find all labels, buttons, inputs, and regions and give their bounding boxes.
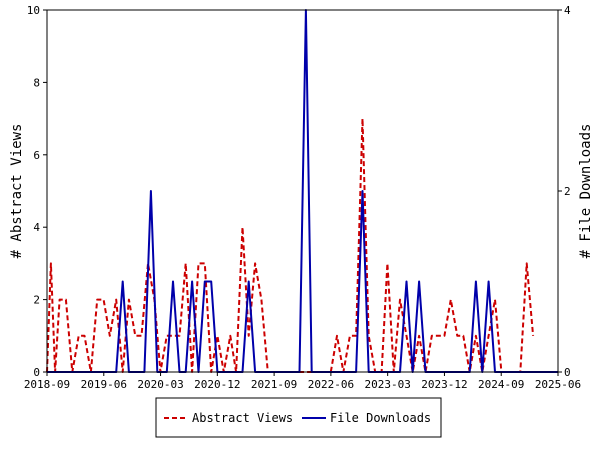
legend-box xyxy=(155,397,442,438)
legend-label-file-downloads: File Downloads xyxy=(330,411,431,425)
x-tick-label: 2019-06 xyxy=(81,378,127,391)
left-tick-label: 2 xyxy=(33,294,40,307)
x-tick-label: 2020-03 xyxy=(137,378,183,391)
y-axis-title-right: # File Downloads xyxy=(578,124,594,259)
right-axis: 0 2 4 xyxy=(558,4,571,379)
left-tick-label: 6 xyxy=(33,149,40,162)
x-tick-label: 2022-06 xyxy=(308,378,354,391)
right-tick-label: 0 xyxy=(564,366,571,379)
y-axis-title-left: # Abstract Views xyxy=(9,124,25,259)
right-tick-label: 2 xyxy=(564,185,571,198)
left-tick-label: 0 xyxy=(33,366,40,379)
x-tick-label: 2021-09 xyxy=(251,378,297,391)
legend-label-abstract-views: Abstract Views xyxy=(192,411,293,425)
x-tick-label: 2023-12 xyxy=(421,378,467,391)
left-axis: 0 2 4 6 8 10 xyxy=(27,4,47,379)
x-axis: 2018-09 2019-06 2020-03 2020-12 2021-09 2022-… xyxy=(24,372,581,391)
left-tick-label: 8 xyxy=(33,76,40,89)
left-tick-label: 10 xyxy=(27,4,40,17)
x-tick-label: 2023-03 xyxy=(364,378,410,391)
right-tick-label: 4 xyxy=(564,4,571,17)
x-tick-label: 2020-12 xyxy=(194,378,240,391)
left-tick-label: 4 xyxy=(33,221,40,234)
x-tick-label: 2025-06 xyxy=(535,378,581,391)
legend: Abstract Views File Downloads xyxy=(155,397,442,438)
x-tick-label: 2024-09 xyxy=(478,378,524,391)
x-tick-label: 2018-09 xyxy=(24,378,70,391)
